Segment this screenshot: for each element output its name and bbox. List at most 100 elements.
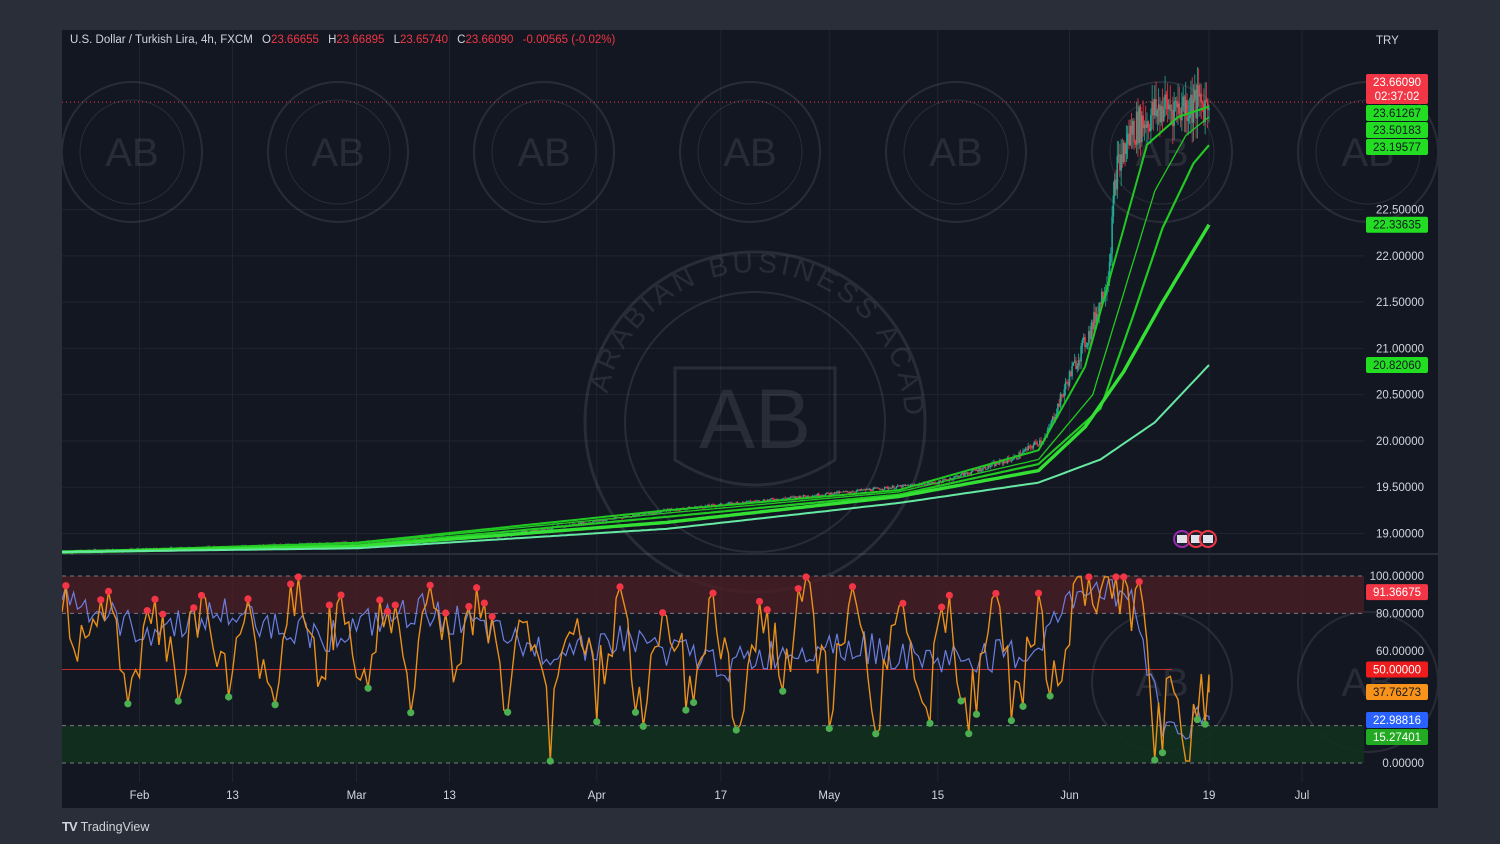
close-value: 23.66090 (465, 34, 514, 46)
candle-body (982, 467, 984, 471)
rsi-trough-dot (225, 693, 233, 701)
candle-body (544, 528, 546, 531)
candle-body (1134, 142, 1137, 145)
candle-body (882, 489, 885, 490)
candle-body (895, 486, 898, 489)
rsi-peak-dot (899, 599, 907, 607)
rsi-tick-label: 80.00000 (1376, 608, 1424, 620)
candle-body (1066, 382, 1068, 383)
ema-label: 22.33635 (1373, 220, 1421, 232)
x-tick-label: 13 (443, 790, 456, 802)
candle-body (1196, 85, 1199, 119)
candle-body (1072, 362, 1075, 366)
candle-body (1155, 99, 1157, 117)
watermark-ring (61, 81, 203, 223)
candle-body (1069, 371, 1072, 377)
candle-body (1166, 100, 1169, 110)
candle-body (1151, 101, 1153, 115)
candle-body (885, 486, 887, 488)
candle-body (1200, 94, 1203, 103)
rsi-peak-dot (488, 613, 496, 621)
watermark-text: AB (1135, 131, 1188, 175)
candle-body (1022, 451, 1024, 455)
candle-body (966, 473, 969, 474)
candle-body (900, 485, 903, 488)
candle-body (1005, 461, 1008, 463)
candle-body (541, 529, 544, 531)
candle-body (846, 491, 849, 492)
candle-body (1076, 365, 1079, 369)
candle-body (1116, 156, 1119, 190)
candle-body (523, 530, 526, 532)
candle-body (1164, 94, 1166, 110)
candle-body (831, 492, 833, 495)
candle-body (1067, 382, 1070, 386)
y-tick-label: 22.50000 (1376, 205, 1424, 217)
ema-label-bg (1366, 356, 1428, 373)
candle-body (757, 500, 760, 502)
candle-body (637, 514, 639, 516)
candle-body (803, 495, 806, 497)
candle-body (1152, 101, 1155, 116)
symbol-title: U.S. Dollar / Turkish Lira, 4h, FXCM (70, 34, 253, 46)
candle-body (535, 529, 537, 532)
rsi-trough-dot (271, 701, 279, 709)
ema-label: 23.50183 (1373, 125, 1421, 137)
watermark-ring (267, 81, 409, 223)
candle-body (796, 496, 798, 498)
candle-body (1049, 426, 1051, 429)
candle-body (902, 484, 904, 488)
candle-body (776, 498, 779, 501)
candle-body (1129, 125, 1132, 146)
candle-body (1165, 94, 1168, 101)
last-price-label: 23.66090 (1373, 77, 1421, 89)
candle-body (793, 496, 796, 498)
candle-body (850, 492, 853, 493)
candle-body (1143, 124, 1146, 129)
ema-line-2 (61, 116, 1210, 553)
watermark-text: AB (699, 372, 811, 466)
candle-body (903, 484, 905, 486)
candle-body (1048, 428, 1050, 430)
candle-body (893, 486, 895, 489)
chart-canvas[interactable]: ABABABABABABABABABABARABIAN BUSINESS ACA… (48, 5, 1439, 808)
chart-frame[interactable]: ABABABABABABABABABABARABIAN BUSINESS ACA… (48, 5, 1439, 808)
rsi-peak-dot (1135, 578, 1143, 586)
rsi-trough-dot (174, 697, 182, 705)
candle-body (781, 498, 784, 500)
candle-body (1062, 395, 1064, 397)
candle-body (1183, 96, 1186, 114)
candle-body (741, 501, 744, 504)
tradingview-brand[interactable]: TV TradingView (62, 819, 149, 834)
candle-body (945, 479, 948, 481)
rsi-trough-dot (593, 718, 601, 726)
candle-body (1097, 314, 1099, 318)
candle-body (1019, 452, 1022, 456)
candle-body (924, 482, 926, 486)
oversold-zone (62, 725, 1364, 763)
rsi-peak-dot (159, 610, 167, 618)
rsi-trough-dot (965, 730, 973, 738)
ema-label: 23.19577 (1373, 142, 1421, 154)
candle-body (958, 476, 961, 478)
candle-body (862, 489, 864, 491)
rsi-peak-dot (97, 596, 105, 604)
candle-body (1071, 365, 1073, 377)
candle-body (595, 520, 598, 522)
candle-body (986, 469, 988, 470)
candle-body (864, 489, 867, 491)
rsi-trough-dot (1151, 756, 1159, 764)
candle-body (828, 493, 831, 495)
candle-body (855, 490, 858, 493)
candle-body (1159, 104, 1161, 123)
candle-body (973, 469, 975, 471)
candle-body (815, 495, 818, 497)
candle-body (838, 491, 841, 494)
candle-body (790, 496, 793, 498)
candle-body (927, 482, 930, 484)
watermark-text: AB (311, 131, 364, 175)
candle-body (1006, 457, 1009, 463)
candle-body (650, 513, 652, 515)
candle-body (821, 495, 824, 496)
candle-body (890, 487, 893, 489)
